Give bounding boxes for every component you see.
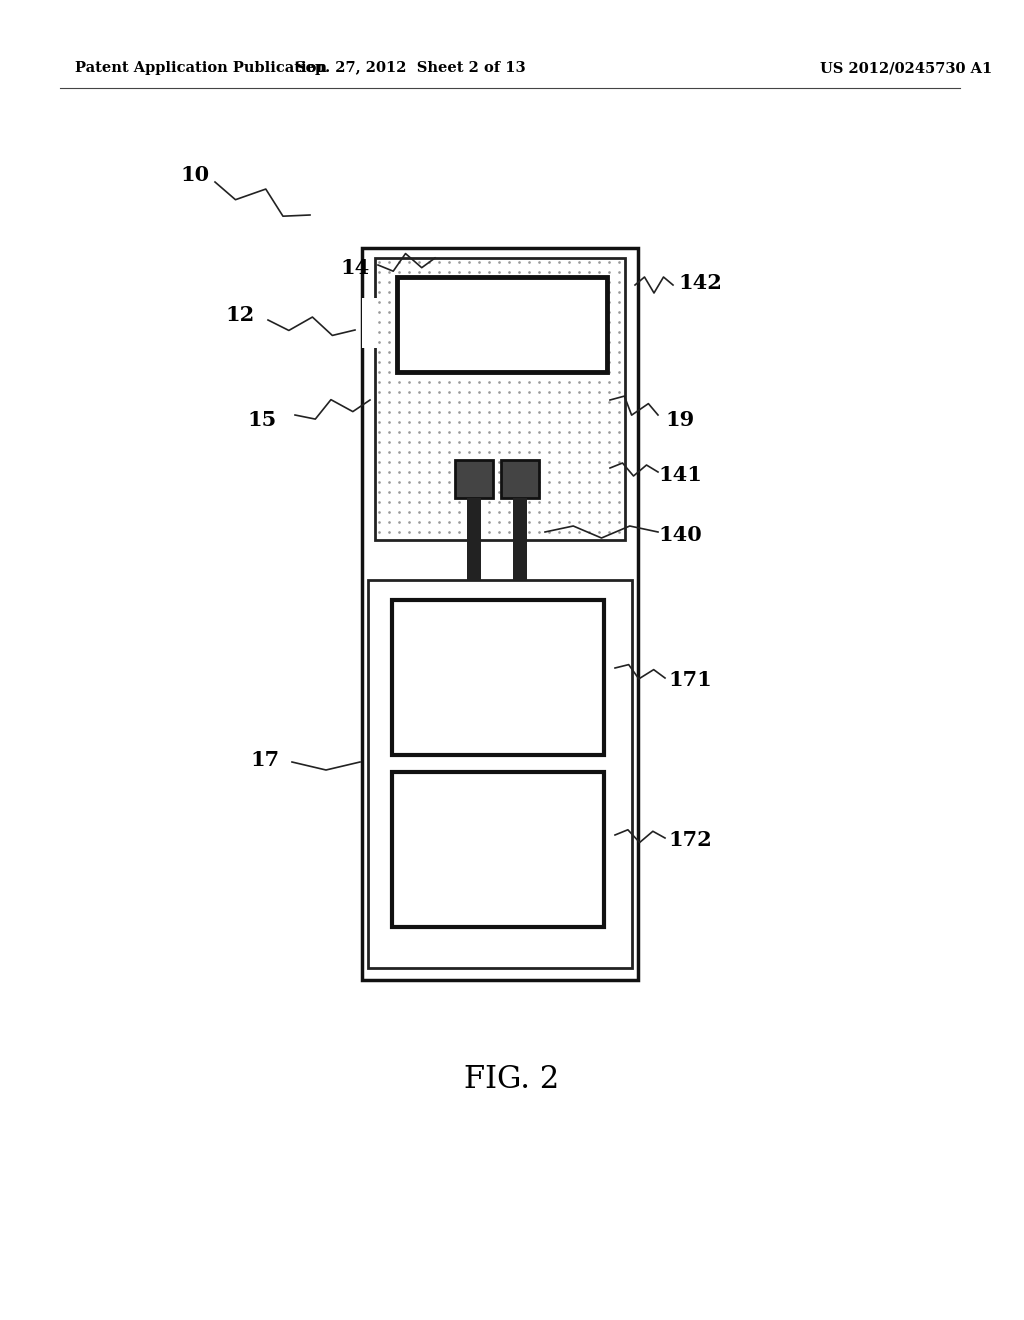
- Bar: [362, 298, 377, 348]
- Text: 15: 15: [248, 411, 276, 430]
- Text: 17: 17: [251, 750, 280, 770]
- Text: US 2012/0245730 A1: US 2012/0245730 A1: [820, 61, 992, 75]
- Bar: [368, 579, 632, 968]
- Text: Patent Application Publication: Patent Application Publication: [75, 61, 327, 75]
- Text: 19: 19: [666, 411, 694, 430]
- Bar: [467, 498, 481, 579]
- Text: 14: 14: [340, 257, 370, 279]
- Text: 141: 141: [658, 465, 701, 484]
- Bar: [375, 257, 625, 540]
- Bar: [392, 772, 604, 927]
- Bar: [455, 459, 493, 498]
- Text: Sep. 27, 2012  Sheet 2 of 13: Sep. 27, 2012 Sheet 2 of 13: [295, 61, 525, 75]
- Text: FIG. 2: FIG. 2: [464, 1064, 560, 1096]
- Text: 12: 12: [225, 305, 255, 325]
- Bar: [397, 277, 607, 372]
- Text: 172: 172: [668, 830, 712, 850]
- Text: 10: 10: [180, 165, 210, 185]
- Bar: [513, 498, 527, 579]
- Bar: [501, 459, 539, 498]
- Text: 171: 171: [668, 671, 712, 690]
- Text: 142: 142: [678, 273, 722, 293]
- Bar: [362, 248, 638, 979]
- Bar: [392, 601, 604, 755]
- Text: 140: 140: [658, 525, 701, 545]
